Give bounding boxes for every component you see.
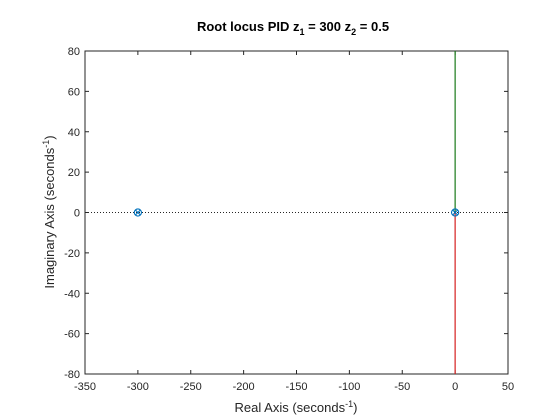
y-tick-label: -60 <box>64 329 80 341</box>
x-tick-label: -300 <box>127 381 149 393</box>
x-tick-label: -50 <box>394 381 410 393</box>
x-tick-label: -350 <box>74 381 96 393</box>
chart-title: Root locus PID z1 = 300 z2 = 0.5 <box>197 19 389 37</box>
x-tick-label: -100 <box>338 381 360 393</box>
x-tick-label: 50 <box>502 381 514 393</box>
pole-zero-markers <box>133 208 460 217</box>
pole-zero-marker <box>133 208 143 217</box>
y-tick-label: 0 <box>74 208 80 220</box>
y-tick-label: 20 <box>68 167 80 179</box>
x-axis-label: Real Axis (seconds-1) <box>235 399 358 415</box>
y-tick-label: 60 <box>68 86 80 98</box>
x-tick-label: -200 <box>233 381 255 393</box>
y-tick-labels: -80 -60 -40 -20 0 20 40 60 80 <box>64 46 80 381</box>
x-tick-label: -250 <box>180 381 202 393</box>
x-tick-label: 0 <box>452 381 458 393</box>
y-tick-label: 80 <box>68 46 80 58</box>
x-tick-label: -150 <box>285 381 307 393</box>
y-tick-label: -40 <box>64 288 80 300</box>
x-tick-labels: -350 -300 -250 -200 -150 -100 -50 0 50 <box>74 381 514 393</box>
y-tick-label: -20 <box>64 248 80 260</box>
y-tick-label: -80 <box>64 369 80 381</box>
pole-zero-marker <box>450 208 460 217</box>
y-tick-label: 40 <box>68 127 80 139</box>
y-axis-label: Imaginary Axis (seconds-1) <box>41 135 57 288</box>
